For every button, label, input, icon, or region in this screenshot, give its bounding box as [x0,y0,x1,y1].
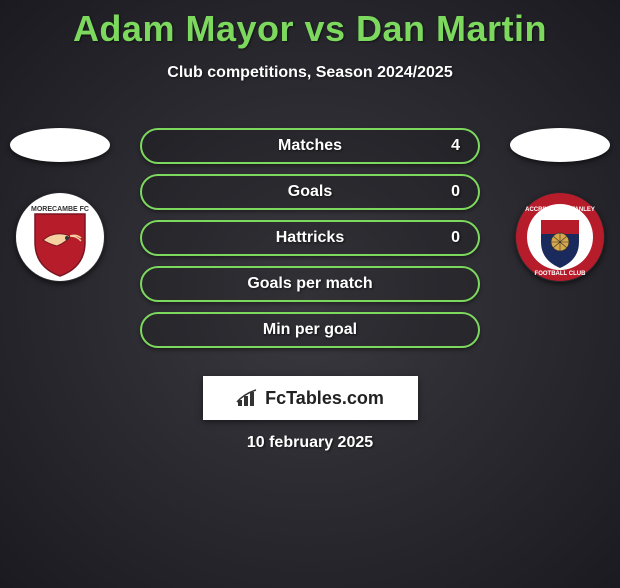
stat-row-min-per-goal: Min per goal [140,312,480,348]
stat-value-right: 0 [451,229,460,247]
brand-box[interactable]: FcTables.com [203,376,418,420]
bar-chart-icon [236,388,260,408]
left-club-crest: MORECAMBE FC [15,192,105,282]
stat-row-hattricks: Hattricks 0 [140,220,480,256]
morecambe-crest-icon: MORECAMBE FC [15,192,105,282]
left-player-placeholder [10,128,110,162]
stat-value-right: 0 [451,183,460,201]
svg-text:FOOTBALL CLUB: FOOTBALL CLUB [535,271,587,277]
accrington-crest-icon: ACCRINGTON STANLEY FOOTBALL CLUB [515,192,605,282]
date-text: 10 february 2025 [247,434,373,452]
stat-label: Hattricks [276,229,344,247]
right-club-crest: ACCRINGTON STANLEY FOOTBALL CLUB [515,192,605,282]
stats-list: Matches 4 Goals 0 Hattricks 0 Goals per … [140,128,480,348]
stat-row-goals-per-match: Goals per match [140,266,480,302]
svg-text:MORECAMBE FC: MORECAMBE FC [31,206,89,213]
svg-text:ACCRINGTON STANLEY: ACCRINGTON STANLEY [525,207,595,213]
right-player-column: ACCRINGTON STANLEY FOOTBALL CLUB [510,128,610,282]
subtitle: Club competitions, Season 2024/2025 [0,64,620,82]
stat-row-matches: Matches 4 [140,128,480,164]
stat-value-right: 4 [451,137,460,155]
right-player-placeholder [510,128,610,162]
brand-text: FcTables.com [265,388,384,409]
stat-label: Min per goal [263,321,357,339]
stat-label: Matches [278,137,342,155]
left-player-column: MORECAMBE FC [10,128,110,282]
stat-label: Goals [288,183,332,201]
stat-label: Goals per match [247,275,372,293]
footer-area: FcTables.com 10 february 2025 [0,360,620,452]
page-title: Adam Mayor vs Dan Martin [0,8,620,50]
stat-row-goals: Goals 0 [140,174,480,210]
